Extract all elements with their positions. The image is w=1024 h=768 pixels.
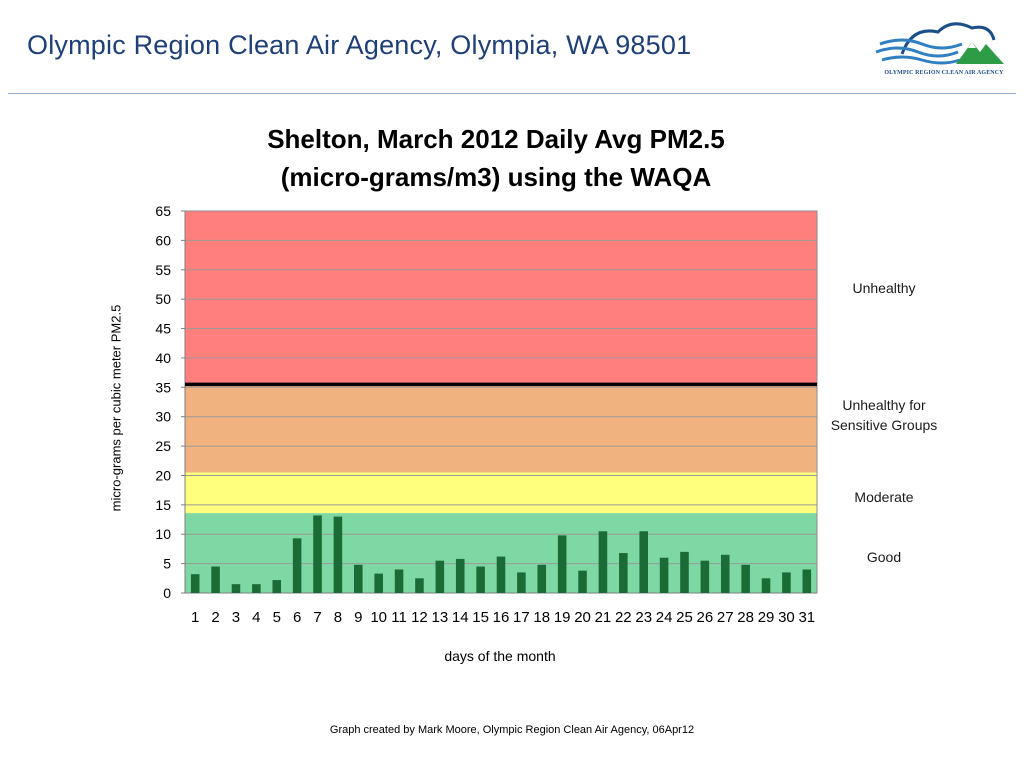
y-tick-label: 5 (163, 556, 171, 572)
footer-credit: Graph created by Mark Moore, Olympic Reg… (329, 724, 695, 736)
x-tick-label: 31 (798, 609, 815, 626)
x-tick-label: 5 (273, 609, 281, 626)
x-tick-label: 10 (370, 609, 387, 626)
bar-day-7 (313, 515, 322, 593)
x-tick-label: 21 (595, 609, 612, 626)
bar-day-15 (476, 566, 485, 593)
zone-label-unhealthy: Unhealthy (852, 280, 916, 296)
bar-day-5 (272, 580, 282, 593)
bar-day-31 (802, 569, 812, 593)
bar-day-6 (292, 538, 302, 593)
bar-day-8 (333, 516, 343, 593)
bar-day-12 (415, 578, 424, 593)
y-tick-label: 60 (155, 232, 171, 248)
x-tick-label: 25 (676, 609, 693, 626)
y-tick-label: 0 (163, 585, 171, 601)
bar-day-2 (211, 566, 220, 593)
logo-caption: OLYMPIC REGION CLEAN AIR AGENCY (884, 70, 1004, 76)
x-tick-label: 17 (513, 609, 530, 626)
y-tick-label: 15 (155, 497, 171, 513)
bar-day-11 (394, 569, 404, 593)
x-tick-label: 8 (334, 609, 342, 626)
x-tick-label: 29 (758, 609, 775, 626)
bar-day-3 (231, 584, 241, 593)
y-tick-label: 20 (155, 467, 171, 483)
zone-band-moderate (185, 472, 817, 514)
x-tick-label: 30 (778, 609, 795, 626)
x-tick-label: 7 (313, 609, 321, 626)
y-tick-label: 50 (155, 291, 171, 307)
bar-day-22 (619, 553, 628, 593)
bar-day-17 (517, 572, 526, 593)
bar-day-24 (659, 557, 669, 593)
bar-day-21 (598, 531, 608, 593)
bar-day-16 (496, 556, 506, 593)
x-tick-label: 1 (191, 609, 199, 626)
x-tick-label: 11 (391, 609, 407, 626)
x-tick-label: 20 (574, 609, 591, 626)
agency-logo-icon (875, 22, 1004, 65)
bar-day-27 (720, 554, 730, 593)
x-tick-label: 18 (533, 609, 550, 626)
bar-day-30 (782, 572, 791, 593)
header-divider (8, 93, 1016, 94)
x-tick-label: 2 (211, 609, 219, 626)
x-tick-label: 15 (472, 609, 489, 626)
x-tick-label: 3 (232, 609, 240, 626)
x-tick-label: 6 (293, 609, 301, 626)
y-tick-label: 45 (155, 321, 171, 337)
y-tick-label: 55 (155, 262, 171, 278)
x-tick-label: 23 (635, 609, 652, 626)
bar-day-19 (557, 535, 567, 593)
chart-title-line-1: Shelton, March 2012 Daily Avg PM2.5 (267, 124, 725, 154)
bar-day-14 (455, 558, 465, 593)
bar-day-13 (435, 560, 445, 593)
page-title: Olympic Region Clean Air Agency, Olympia… (27, 30, 692, 60)
chart-title-line-2: (micro-grams/m3) using the WAQA (280, 162, 712, 192)
bar-day-28 (741, 564, 750, 593)
y-tick-label: 30 (155, 409, 171, 425)
x-tick-label: 12 (411, 609, 428, 626)
bar-day-23 (639, 531, 648, 593)
bar-day-1 (190, 574, 200, 593)
chart-title: Shelton, March 2012 Daily Avg PM2.5 (mic… (180, 120, 812, 196)
x-tick-label: 22 (615, 609, 632, 626)
zone-label-moderate: Moderate (854, 489, 914, 505)
bar-day-18 (537, 564, 547, 593)
zone-band-unhealthy-for-sensitive-groups (185, 384, 817, 473)
y-tick-label: 35 (155, 379, 171, 395)
x-tick-label: 4 (252, 609, 260, 626)
x-tick-label: 16 (493, 609, 510, 626)
x-tick-label: 9 (354, 609, 362, 626)
x-tick-label: 14 (452, 609, 469, 626)
x-tick-label: 24 (656, 609, 673, 626)
x-tick-label: 27 (717, 609, 734, 626)
bar-day-20 (578, 570, 587, 593)
bar-day-4 (252, 584, 261, 593)
x-tick-label: 26 (697, 609, 714, 626)
zone-label-sensitive: Unhealthy for Sensitive Groups (830, 397, 938, 433)
y-tick-label: 40 (155, 350, 171, 366)
bar-day-25 (680, 551, 689, 593)
x-axis-label: days of the month (444, 648, 556, 664)
y-tick-label: 65 (155, 203, 171, 219)
bar-day-26 (700, 560, 710, 593)
x-tick-label: 13 (431, 609, 448, 626)
x-tick-label: 19 (554, 609, 571, 626)
bar-day-29 (761, 578, 771, 593)
x-tick-label: 28 (737, 609, 754, 626)
y-axis-label: micro-grams per cubic meter PM2.5 (108, 304, 124, 512)
zone-label-good: Good (866, 549, 902, 565)
bar-day-10 (374, 573, 383, 593)
y-tick-label: 10 (155, 526, 171, 542)
y-tick-label: 25 (155, 438, 171, 454)
bar-day-9 (354, 564, 363, 593)
